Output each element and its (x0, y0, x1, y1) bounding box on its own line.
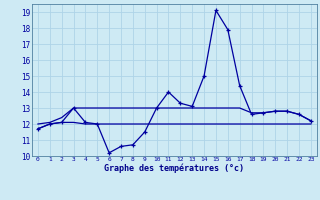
X-axis label: Graphe des températures (°c): Graphe des températures (°c) (104, 164, 244, 173)
